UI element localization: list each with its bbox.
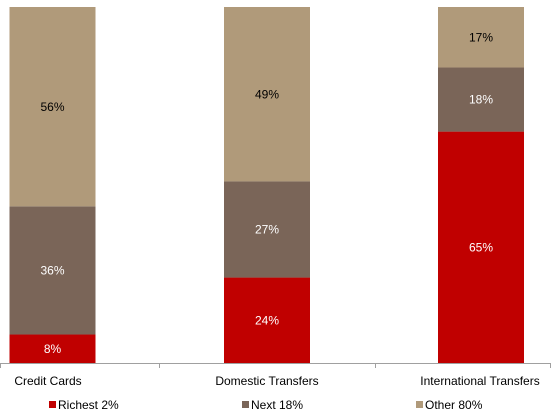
bar-domestic-transfers-next-18 — [224, 181, 310, 278]
bar-credit-cards-other-80 — [9, 7, 96, 207]
data-label-domestic-transfers-next-18: 27% — [255, 223, 279, 237]
legend-swatch-richest-2 — [49, 401, 56, 408]
data-label-domestic-transfers-other-80: 49% — [255, 87, 279, 101]
x-tick-label-domestic-transfers: Domestic Transfers — [215, 374, 318, 388]
bar-credit-cards-next-18 — [9, 206, 96, 335]
x-axis: Credit Cards Domestic Transfers Internatio… — [0, 363, 551, 388]
legend-swatch-next-18 — [242, 401, 249, 408]
data-label-credit-cards-other-80: 56% — [40, 100, 64, 114]
data-label-credit-cards-richest-2: 8% — [44, 342, 62, 356]
legend: Richest 2% Next 18% Other 80% — [49, 398, 483, 412]
legend-label-other-80: Other 80% — [425, 398, 483, 412]
bar-credit-cards-richest-2 — [9, 334, 96, 363]
bar-international-transfers-richest-2 — [438, 131, 524, 363]
x-tick-label-international-transfers: International Transfers — [420, 374, 539, 388]
legend-label-next-18: Next 18% — [251, 398, 303, 412]
data-label-international-transfers-other-80: 17% — [469, 30, 493, 44]
bar-domestic-transfers-richest-2 — [224, 277, 310, 363]
data-label-international-transfers-richest-2: 65% — [469, 240, 493, 254]
bar-international-transfers-next-18 — [438, 67, 524, 132]
data-label-international-transfers-next-18: 18% — [469, 93, 493, 107]
data-label-domestic-transfers-richest-2: 24% — [255, 313, 279, 327]
legend-label-richest-2: Richest 2% — [58, 398, 119, 412]
bars-group: 8% 36% 56% 24% 27% 49% 65% 18% 17% — [9, 7, 524, 363]
x-tick-label-credit-cards: Credit Cards — [14, 374, 81, 388]
data-label-credit-cards-next-18: 36% — [40, 264, 64, 278]
bar-international-transfers-other-80 — [438, 7, 524, 68]
bar-domestic-transfers-other-80 — [224, 7, 310, 182]
legend-swatch-other-80 — [416, 401, 423, 408]
